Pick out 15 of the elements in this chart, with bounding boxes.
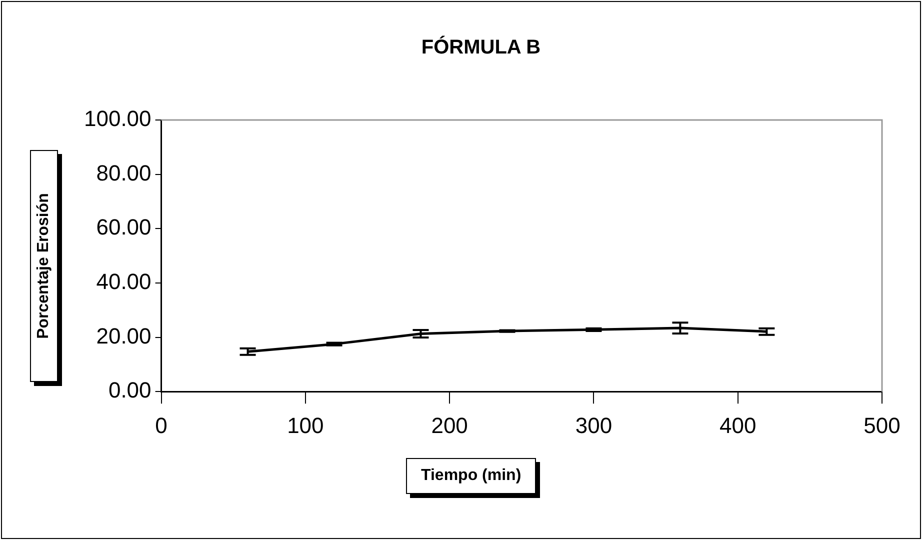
x-axis-title: Tiempo (min) xyxy=(406,458,536,494)
x-tick-label: 400 xyxy=(720,412,756,438)
y-axis-title: Porcentaje Erosión xyxy=(35,193,53,339)
x-tick-label: 500 xyxy=(864,412,900,438)
x-tick-label: 0 xyxy=(155,412,168,438)
y-tick-label: 80.00 xyxy=(96,160,152,186)
y-tick-label: 0.00 xyxy=(108,378,152,403)
y-tick-label: 100.00 xyxy=(84,106,152,132)
y-tick-label: 60.00 xyxy=(96,214,152,240)
x-tick-label: 300 xyxy=(575,412,612,438)
y-tick-label: 20.00 xyxy=(96,323,152,348)
y-tick-label: 40.00 xyxy=(96,269,152,294)
x-tick-label: 100 xyxy=(287,412,324,438)
x-tick-label: 200 xyxy=(431,412,468,438)
chart-title: FÓRMULA B xyxy=(421,36,541,59)
